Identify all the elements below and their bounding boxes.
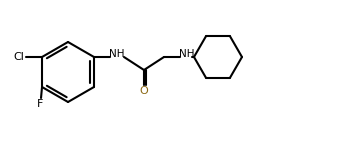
- Text: O: O: [140, 86, 148, 96]
- Text: F: F: [37, 99, 43, 109]
- Text: Cl: Cl: [13, 52, 24, 62]
- Text: NH: NH: [109, 49, 125, 59]
- Text: NH: NH: [179, 49, 195, 59]
